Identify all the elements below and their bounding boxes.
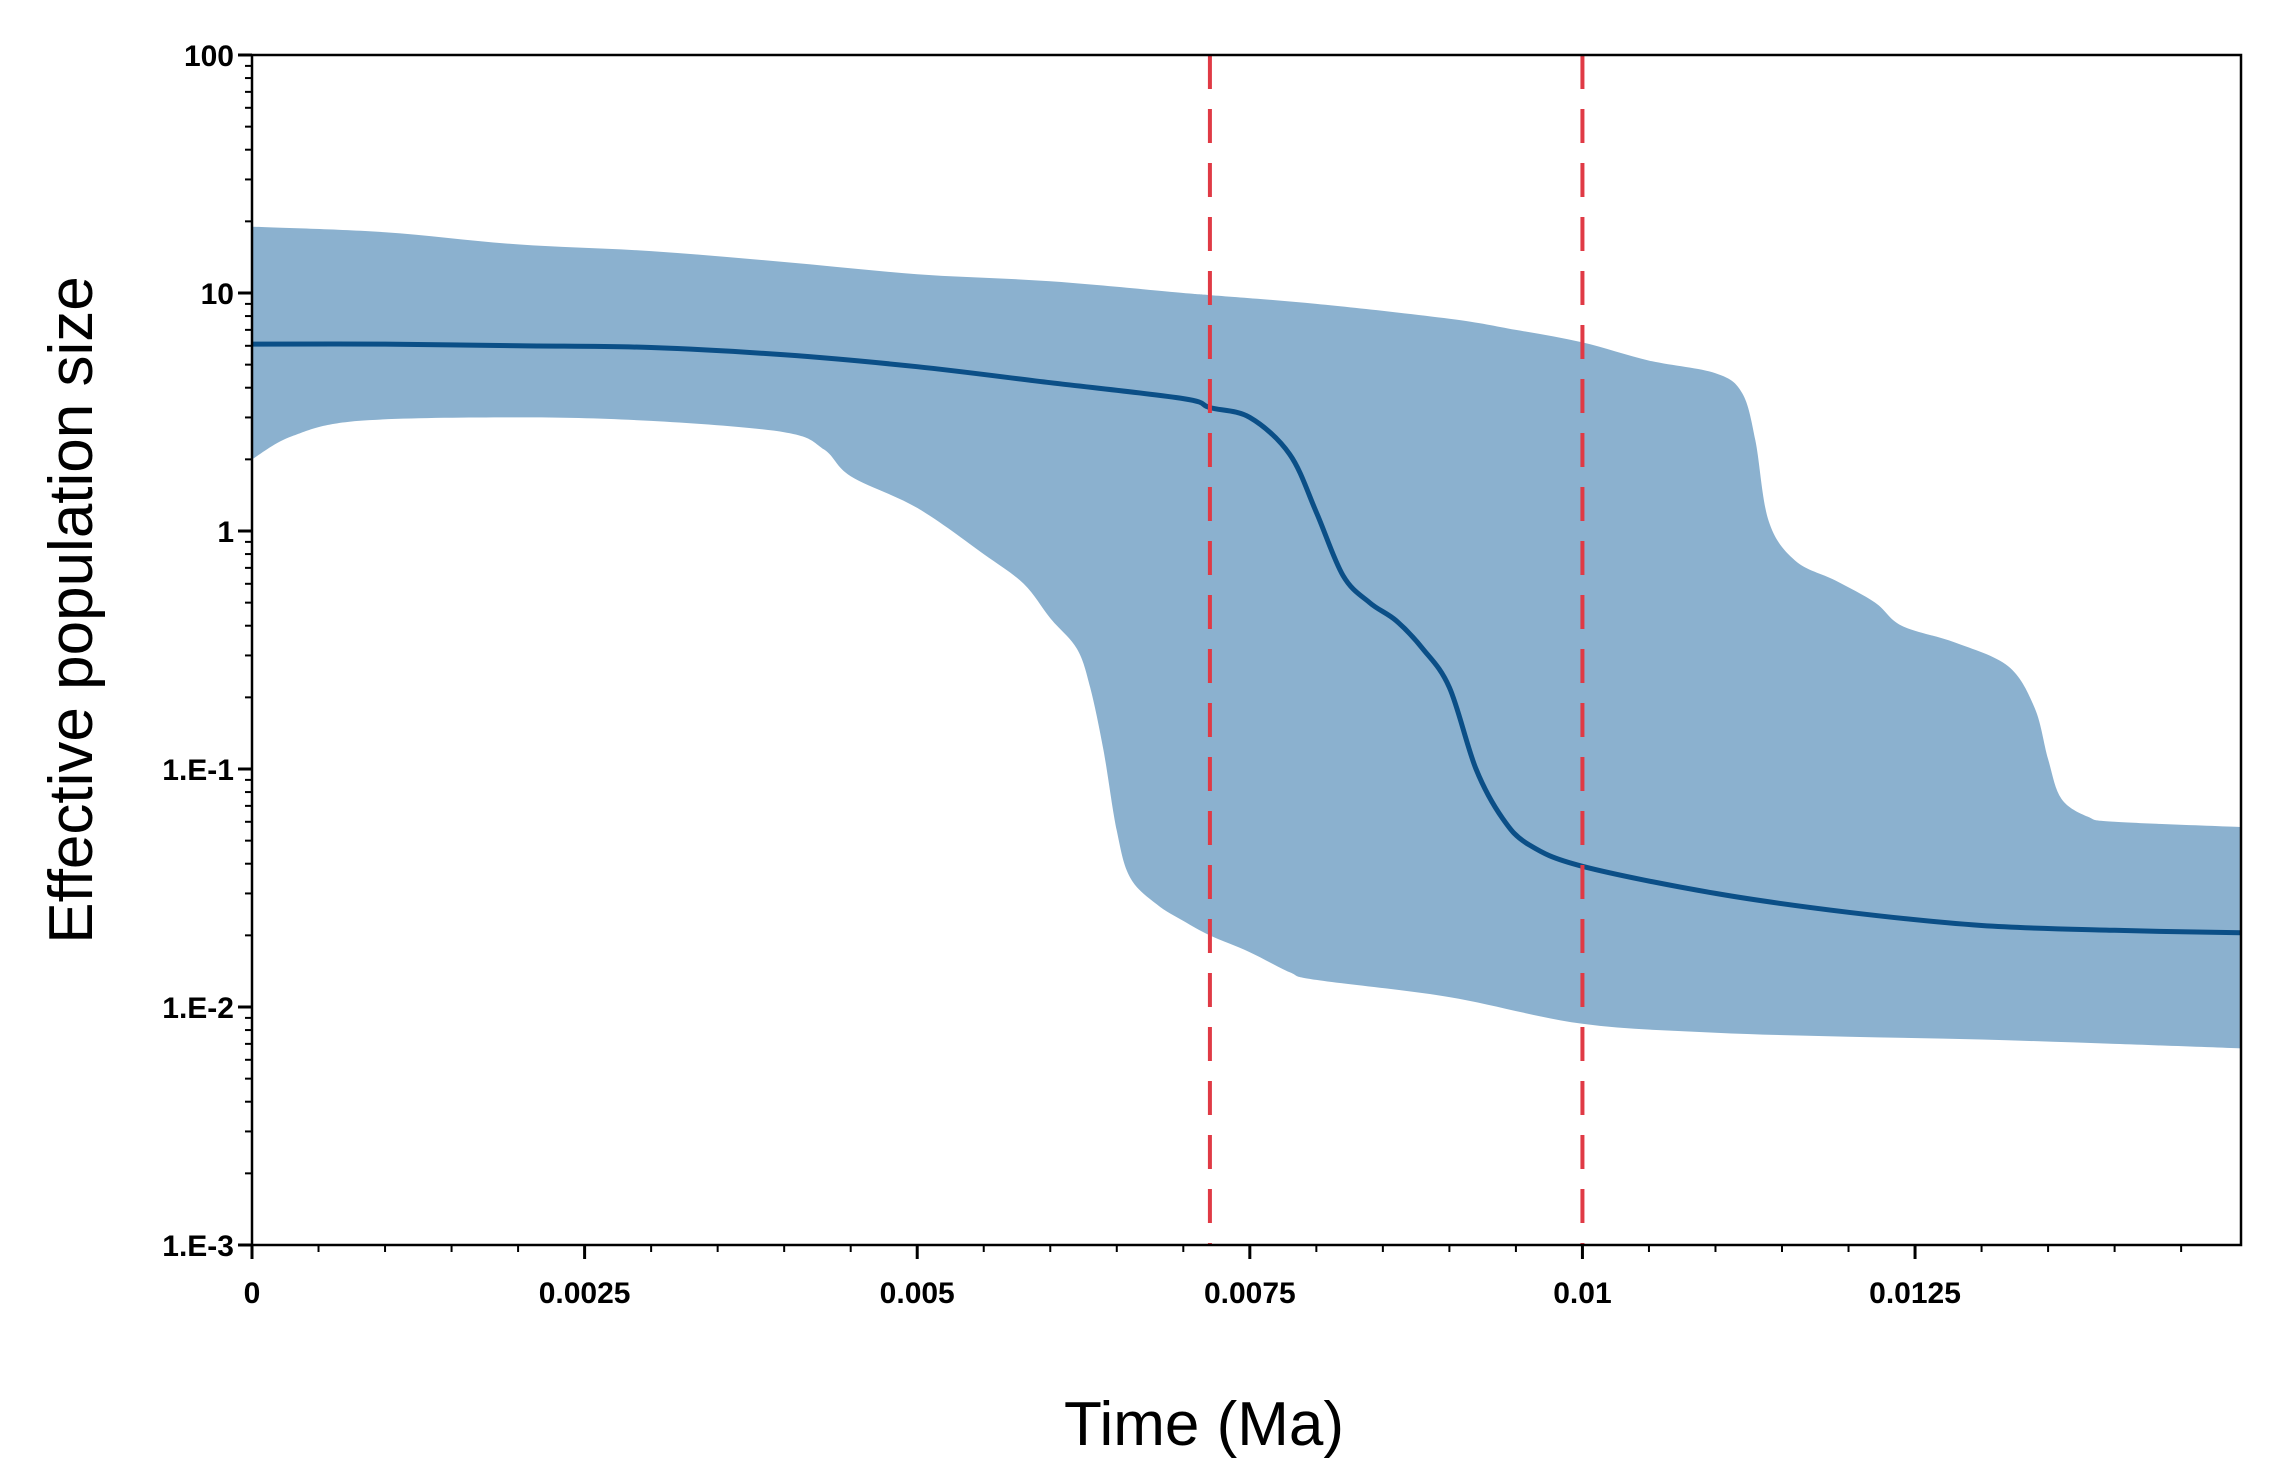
plot-area: [251, 55, 2242, 1245]
x-tick-label: 0.005: [880, 1277, 955, 1310]
x-tick-label: 0.0075: [1204, 1277, 1296, 1310]
median-series-line: [251, 341, 2242, 936]
x-axis-title: Time (Ma): [1064, 1390, 1344, 1459]
y-tick-label: 1: [217, 516, 234, 549]
y-tick-label: 1.E-1: [162, 754, 234, 787]
y-tick-label: 1.E-2: [162, 992, 234, 1025]
x-tick-label: 0.0125: [1869, 1277, 1961, 1310]
y-tick-label: 100: [184, 40, 234, 73]
y-tick-label: 1.E-3: [162, 1230, 234, 1263]
hpd-band-area: [252, 226, 2241, 1049]
x-tick-label: 0: [244, 1277, 261, 1310]
y-axis-title: Effective population size: [37, 276, 106, 944]
axes: 0 0.0025 0.005 0.0075 0.01 0.0125 1.E-3 1.E-2 1.…: [162, 40, 2243, 1310]
x-tick-label: 0.0025: [539, 1277, 631, 1310]
y-tick-label: 10: [201, 278, 234, 311]
x-tick-label: 0.01: [1553, 1277, 1611, 1310]
plot-frame: [250, 53, 2243, 1247]
